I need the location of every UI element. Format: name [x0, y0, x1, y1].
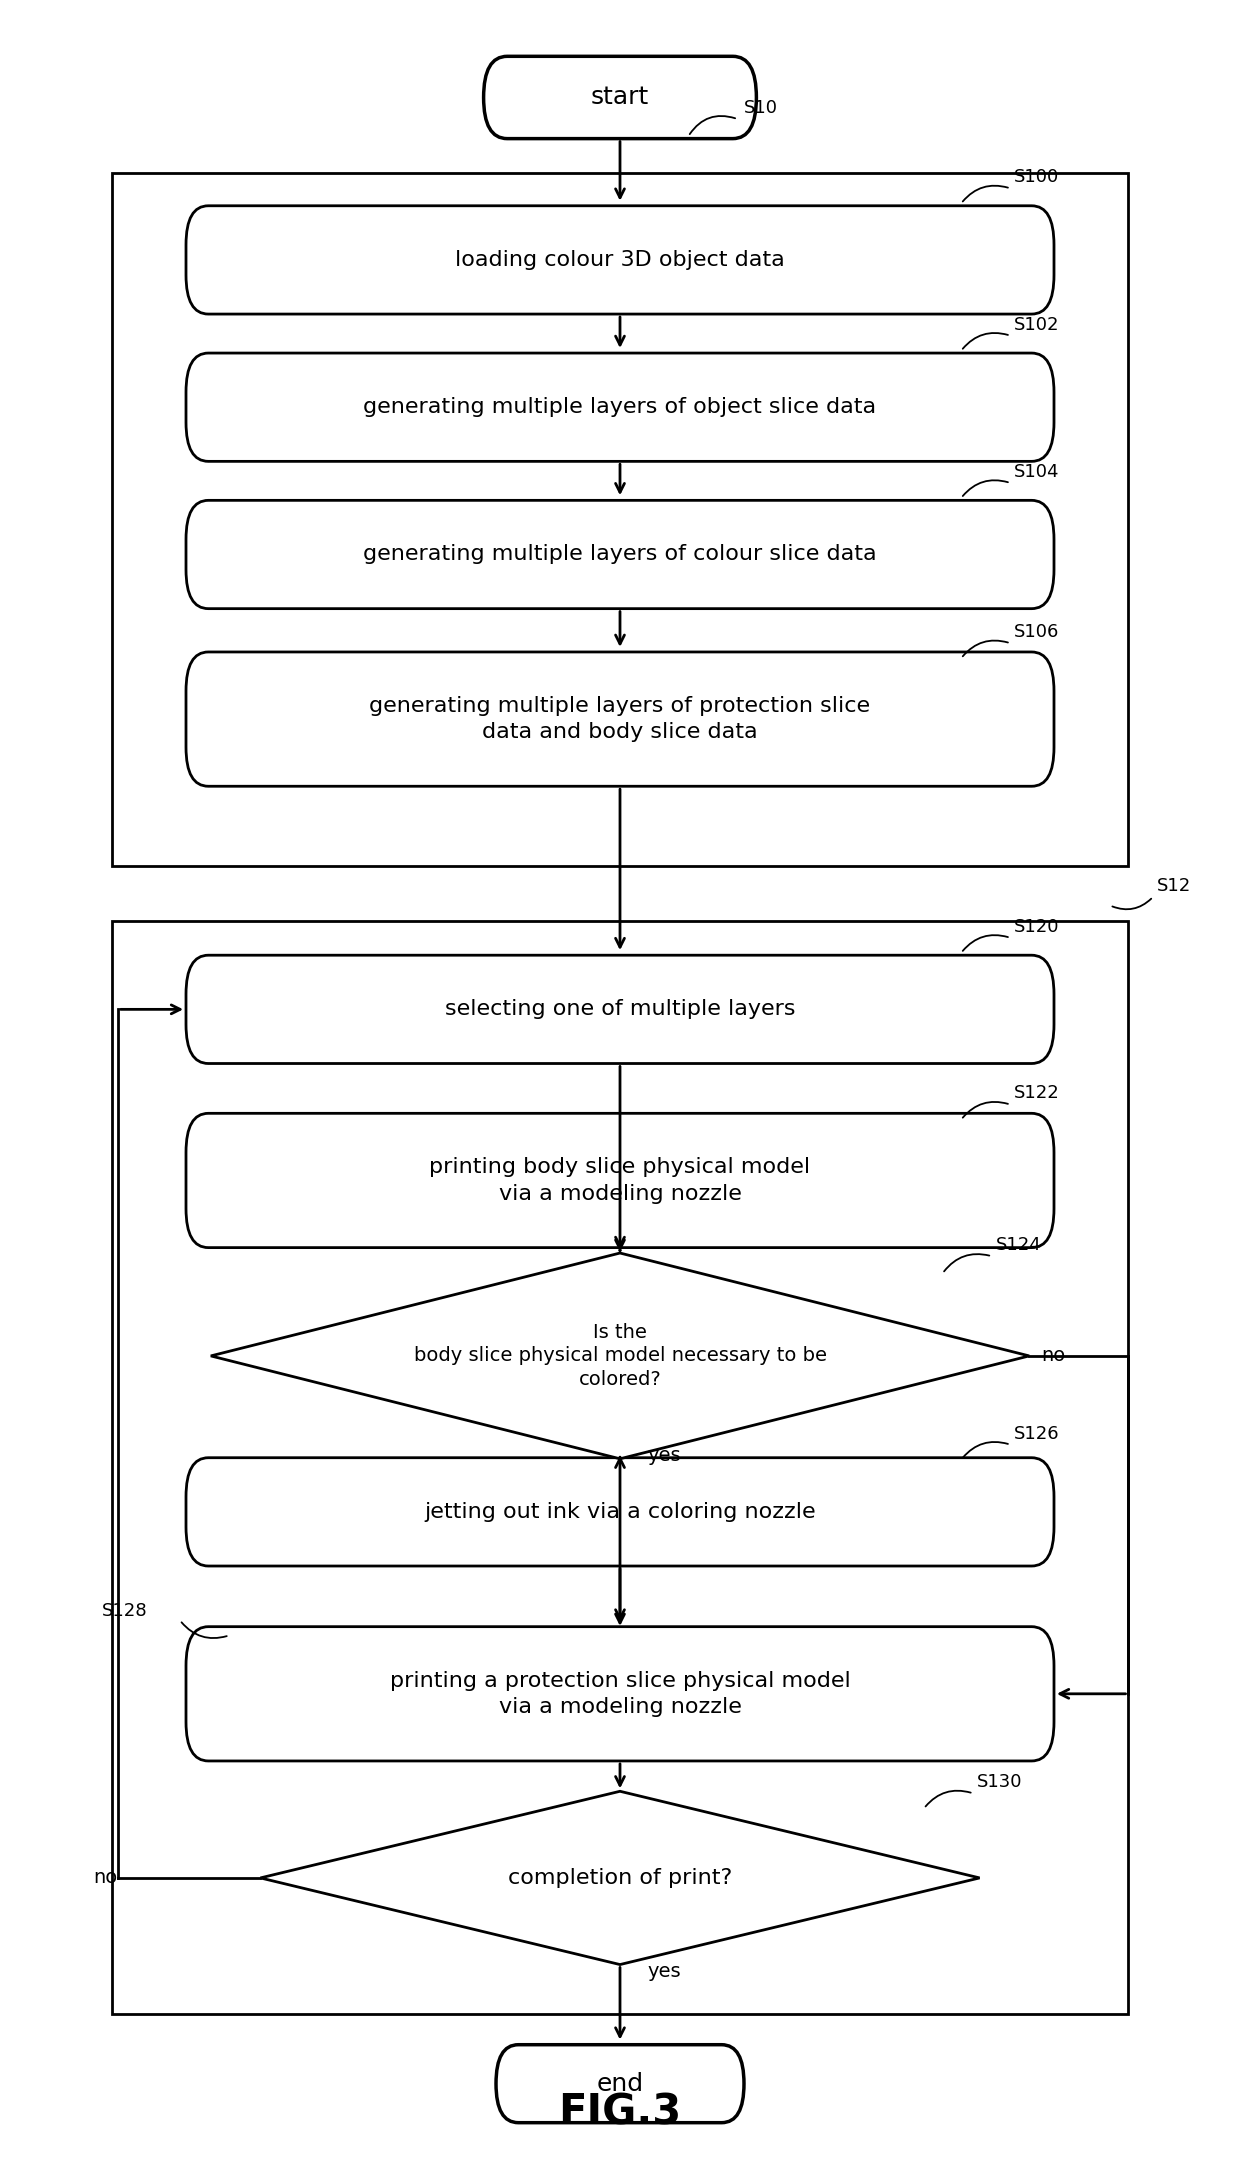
Text: S120: S120	[1014, 918, 1060, 936]
Text: S128: S128	[102, 1603, 148, 1620]
Text: yes: yes	[647, 1962, 681, 1980]
Text: printing body slice physical model
via a modeling nozzle: printing body slice physical model via a…	[429, 1157, 811, 1204]
Text: S126: S126	[1014, 1425, 1060, 1443]
Text: printing a protection slice physical model
via a modeling nozzle: printing a protection slice physical mod…	[389, 1670, 851, 1718]
FancyBboxPatch shape	[496, 2045, 744, 2123]
Bar	[112, 921, 1128, 2014]
FancyBboxPatch shape	[186, 353, 1054, 461]
Text: S104: S104	[1014, 464, 1060, 481]
FancyBboxPatch shape	[484, 56, 756, 139]
Text: FIG.3: FIG.3	[558, 2092, 682, 2134]
FancyBboxPatch shape	[186, 1458, 1054, 1566]
FancyBboxPatch shape	[186, 1627, 1054, 1761]
Text: S106: S106	[1014, 624, 1060, 641]
Text: S122: S122	[1014, 1085, 1060, 1102]
Text: S10: S10	[744, 100, 777, 117]
Text: no: no	[93, 1869, 118, 1887]
Bar	[112, 173, 1128, 866]
Text: yes: yes	[647, 1447, 681, 1464]
Text: generating multiple layers of object slice data: generating multiple layers of object sli…	[363, 396, 877, 418]
Text: selecting one of multiple layers: selecting one of multiple layers	[445, 999, 795, 1020]
Text: start: start	[591, 84, 649, 110]
Text: S100: S100	[1014, 169, 1059, 186]
Text: jetting out ink via a coloring nozzle: jetting out ink via a coloring nozzle	[424, 1501, 816, 1523]
Text: S12: S12	[1157, 877, 1192, 895]
FancyBboxPatch shape	[186, 206, 1054, 314]
Polygon shape	[211, 1252, 1029, 1460]
Text: end: end	[596, 2071, 644, 2097]
Polygon shape	[260, 1791, 980, 1965]
Text: no: no	[1042, 1347, 1066, 1365]
Text: generating multiple layers of colour slice data: generating multiple layers of colour sli…	[363, 544, 877, 565]
Text: S130: S130	[977, 1774, 1023, 1791]
FancyBboxPatch shape	[186, 652, 1054, 786]
FancyBboxPatch shape	[186, 500, 1054, 609]
FancyBboxPatch shape	[186, 955, 1054, 1064]
Text: generating multiple layers of protection slice
data and body slice data: generating multiple layers of protection…	[370, 695, 870, 743]
Text: Is the
body slice physical model necessary to be
colored?: Is the body slice physical model necessa…	[413, 1323, 827, 1388]
Text: S124: S124	[996, 1237, 1042, 1254]
Text: completion of print?: completion of print?	[508, 1867, 732, 1889]
Text: loading colour 3D object data: loading colour 3D object data	[455, 249, 785, 271]
Text: S102: S102	[1014, 316, 1060, 334]
FancyBboxPatch shape	[186, 1113, 1054, 1248]
